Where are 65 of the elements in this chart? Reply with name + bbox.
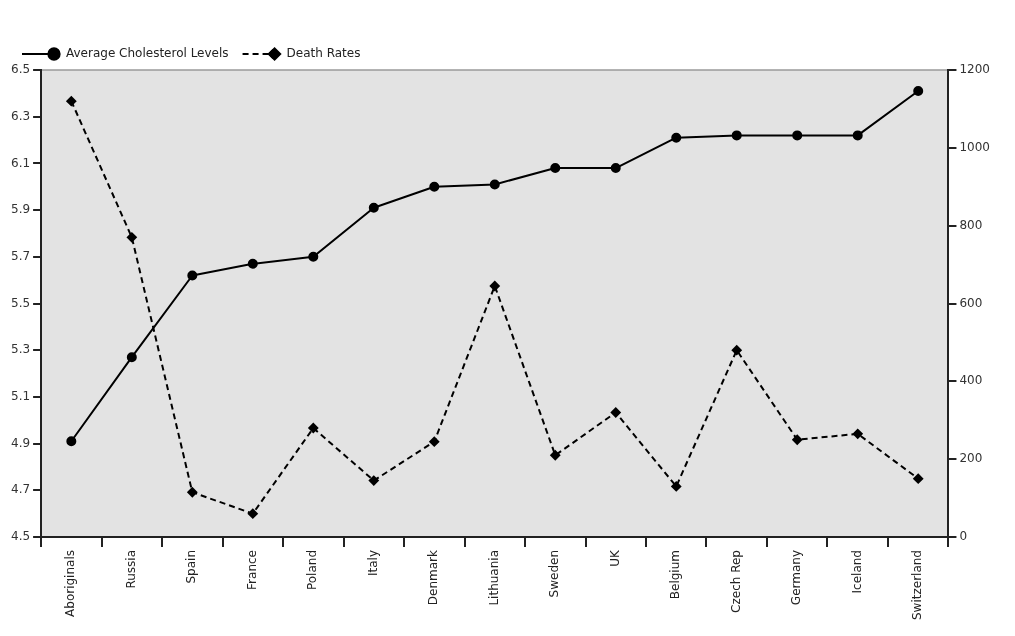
point: [731, 345, 742, 356]
point: [126, 232, 137, 243]
point: [671, 481, 682, 492]
point: [308, 251, 319, 262]
y2-tick-label: 800: [959, 217, 983, 232]
x-tick-label: Sweden: [547, 550, 562, 598]
y2-tick-label: 1200: [959, 62, 991, 77]
x-tick-label: UK: [607, 548, 622, 567]
y2-tick-label: 400: [959, 373, 983, 388]
point: [550, 450, 561, 461]
x-tick-label: Iceland: [849, 550, 864, 594]
point: [792, 434, 803, 445]
x-tick-label: Switzerland: [910, 550, 925, 620]
y-tick-label: 4.7: [10, 482, 31, 497]
point: [247, 508, 258, 519]
point: [489, 179, 500, 190]
x-tick-label: France: [244, 550, 259, 590]
y-tick-label: 5.9: [10, 202, 31, 217]
x-tick-label: Russia: [123, 550, 138, 589]
point: [852, 130, 863, 141]
x-tick-label: Poland: [305, 550, 320, 591]
x-tick-label: Lithuania: [486, 550, 501, 606]
x-tick-label: Italy: [365, 550, 380, 577]
point: [187, 487, 198, 498]
point: [66, 436, 77, 447]
point: [247, 258, 258, 269]
x-tick-label: Spain: [184, 550, 199, 584]
point: [429, 436, 440, 447]
y2-tick-label: 200: [959, 451, 983, 466]
y-tick-label: 6.5: [10, 62, 31, 77]
x-tick-label: Aboriginals: [63, 550, 78, 617]
y-tick-label: 5.1: [10, 389, 31, 404]
x-tick-label: Germany: [789, 550, 804, 606]
point: [792, 130, 803, 141]
y-tick-label: 5.7: [10, 248, 31, 263]
y-tick-label: 4.9: [10, 435, 31, 450]
point: [550, 163, 561, 174]
point: [610, 163, 621, 174]
point: [610, 407, 621, 418]
y2-tick-label: 1000: [959, 139, 991, 154]
legend-label: Death Rates: [286, 46, 361, 61]
point: [126, 352, 137, 363]
x-tick-label: Denmark: [426, 549, 441, 606]
point: [429, 181, 440, 192]
point: [489, 280, 500, 291]
y-tick-label: 5.5: [10, 295, 31, 310]
legend-label: Average Cholesterol Levels: [66, 46, 229, 61]
point: [308, 423, 319, 434]
y2-tick-label: 600: [959, 295, 983, 310]
x-tick-label: Belgium: [668, 550, 683, 600]
y-tick-label: 4.5: [10, 529, 31, 544]
point: [66, 96, 77, 107]
x-tick-label: Czech Rep: [728, 550, 743, 613]
point: [368, 202, 379, 213]
point: [187, 270, 198, 281]
point: [368, 475, 379, 486]
point: [913, 86, 924, 97]
point: [852, 428, 863, 439]
y-tick-label: 6.1: [10, 155, 31, 170]
y2-tick-label: 0: [959, 529, 968, 544]
point: [913, 473, 924, 484]
point: [731, 130, 742, 141]
y-tick-label: 5.3: [10, 342, 31, 357]
point: [671, 132, 682, 143]
y-tick-label: 6.3: [10, 108, 31, 123]
